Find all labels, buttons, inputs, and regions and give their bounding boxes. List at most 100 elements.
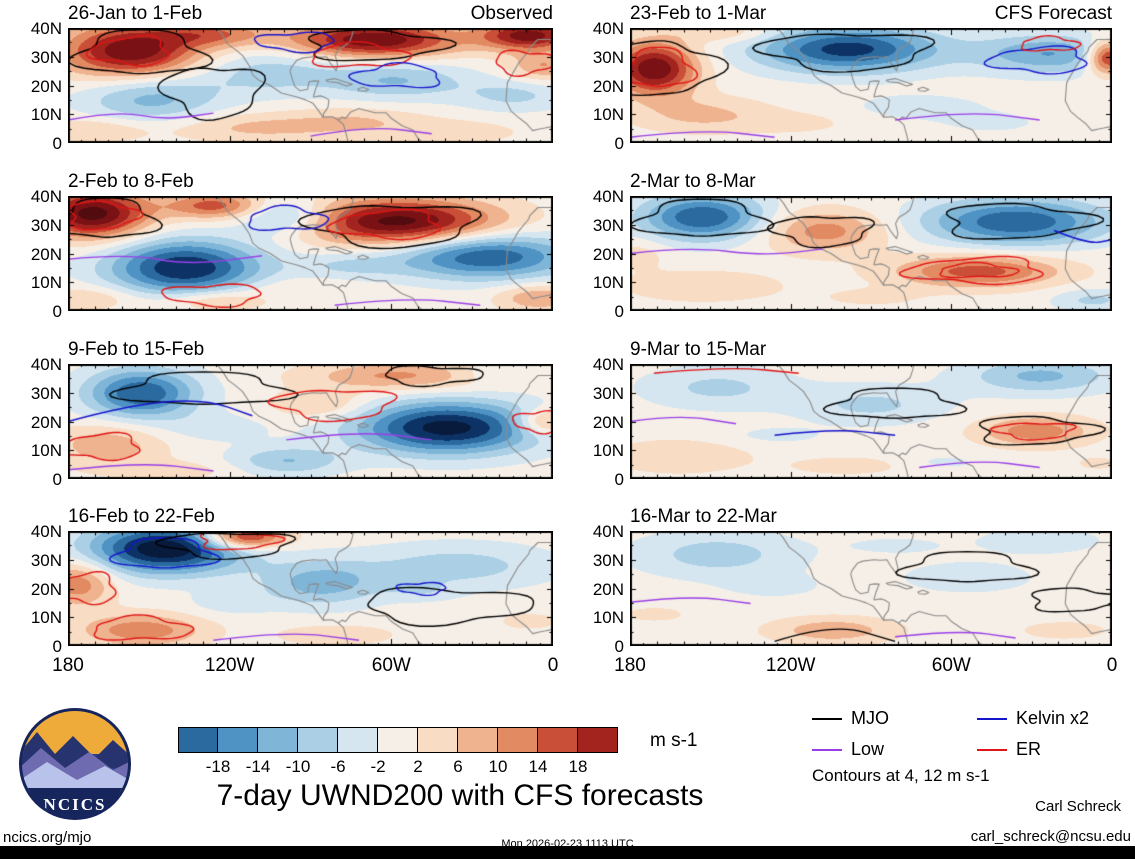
panel-title: 9-Mar to 15-Mar xyxy=(630,339,767,360)
logo-text: NCICS xyxy=(44,795,107,814)
panel-title: 26-Jan to 1-Feb xyxy=(68,3,203,24)
colorbar-tick-label: -2 xyxy=(370,757,386,776)
credit-email: carl_schreck@ncsu.edu xyxy=(970,828,1131,845)
y-tick-label: 0 xyxy=(52,302,62,321)
y-tick-label: 20N xyxy=(30,244,62,264)
y-tick-label: 30N xyxy=(592,550,624,570)
colorbar-segment xyxy=(258,727,298,753)
y-tick-label: 40N xyxy=(30,19,62,38)
colorbar-segment xyxy=(338,727,378,753)
y-tick-label: 30N xyxy=(592,47,624,67)
colorbar-tick-label: 14 xyxy=(528,757,548,776)
legend-item: Kelvin x2 xyxy=(977,708,1127,729)
y-tick-label: 40N xyxy=(592,19,624,38)
contour-note: Contours at 4, 12 m s-1 xyxy=(812,766,990,785)
y-tick-label: 40N xyxy=(30,187,62,206)
panel-canvas xyxy=(68,28,553,143)
legend-label: ER xyxy=(1016,739,1042,759)
panel-canvas xyxy=(68,531,553,646)
y-tick-label: 20N xyxy=(30,412,62,432)
colorbar-segment xyxy=(178,727,218,753)
panel-title: 16-Mar to 22-Mar xyxy=(630,506,777,527)
panel-tag: CFS Forecast xyxy=(994,3,1112,24)
y-tick-label: 20N xyxy=(592,76,624,96)
y-tick-label: 30N xyxy=(30,550,62,570)
y-tick-label: 10N xyxy=(30,273,62,293)
colorbar-tick-label: -18 xyxy=(205,757,231,776)
colorbar-segment xyxy=(538,727,578,753)
legend-label: MJO xyxy=(851,708,889,728)
panel-canvas xyxy=(630,28,1112,143)
y-tick-label: 10N xyxy=(592,105,624,125)
y-tick-label: 20N xyxy=(592,579,624,599)
legend-line xyxy=(977,748,1007,751)
y-tick-label: 30N xyxy=(30,47,62,67)
y-tick-label: 10N xyxy=(30,441,62,461)
x-tick-label: 180 xyxy=(52,655,84,676)
y-tick-label: 0 xyxy=(614,637,624,656)
y-tick-label: 40N xyxy=(30,355,62,374)
y-tick-label: 40N xyxy=(592,522,624,541)
colorbar-segment xyxy=(498,727,538,753)
y-tick-label: 20N xyxy=(592,412,624,432)
panel-canvas xyxy=(68,196,553,311)
x-tick-label: 60W xyxy=(371,655,411,676)
colorbar-tick-label: 10 xyxy=(488,757,508,776)
panel-title: 2-Feb to 8-Feb xyxy=(68,171,194,192)
y-tick-label: 0 xyxy=(52,470,62,489)
x-tick-label: 180 xyxy=(614,655,646,676)
footer-link: ncics.org/mjo xyxy=(3,829,92,846)
bottom-bar xyxy=(0,846,1135,859)
y-tick-label: 30N xyxy=(30,215,62,235)
colorbar-tick-label: -10 xyxy=(285,757,311,776)
y-tick-label: 20N xyxy=(30,76,62,96)
x-tick-label: 120W xyxy=(204,655,255,676)
legend-line xyxy=(812,717,842,720)
y-tick-label: 10N xyxy=(30,608,62,628)
legend-line xyxy=(812,748,842,751)
panel-canvas xyxy=(68,364,553,479)
x-tick-label: 120W xyxy=(765,655,816,676)
y-tick-label: 40N xyxy=(30,522,62,541)
contour-legend: MJO Kelvin x2 Low ER xyxy=(812,708,1127,760)
colorbar-tick-label: 18 xyxy=(568,757,588,776)
colorbar-tick-label: -6 xyxy=(330,757,346,776)
panel-canvas xyxy=(630,364,1112,479)
colorbar-segment xyxy=(378,727,418,753)
y-tick-label: 0 xyxy=(52,134,62,153)
y-tick-label: 0 xyxy=(614,302,624,321)
credit-name: Carl Schreck xyxy=(1035,798,1121,815)
panel-tag: Observed xyxy=(470,3,553,24)
y-tick-label: 0 xyxy=(614,470,624,489)
legend-item: ER xyxy=(977,739,1127,760)
y-tick-label: 10N xyxy=(592,273,624,293)
colorbar-tick-label: 6 xyxy=(453,757,463,776)
y-tick-label: 20N xyxy=(30,579,62,599)
panel-title: 16-Feb to 22-Feb xyxy=(68,506,215,527)
colorbar-units: m s-1 xyxy=(650,730,698,751)
panel-canvas xyxy=(630,531,1112,646)
colorbar-segment xyxy=(578,727,618,753)
main-title: 7-day UWND200 with CFS forecasts xyxy=(216,779,704,812)
panel-canvas xyxy=(630,196,1112,311)
legend-item: MJO xyxy=(812,708,977,729)
legend-label: Low xyxy=(851,739,885,759)
y-tick-label: 30N xyxy=(30,383,62,403)
y-tick-label: 30N xyxy=(592,215,624,235)
y-tick-label: 0 xyxy=(52,637,62,656)
colorbar-segment xyxy=(458,727,498,753)
y-tick-label: 0 xyxy=(614,134,624,153)
y-tick-label: 30N xyxy=(592,383,624,403)
colorbar-tick-label: 2 xyxy=(413,757,423,776)
panel-title: 9-Feb to 15-Feb xyxy=(68,339,205,360)
colorbar-tick-label: -14 xyxy=(245,757,271,776)
legend-line xyxy=(977,717,1007,720)
colorbar-segment xyxy=(418,727,458,753)
legend-label: Kelvin x2 xyxy=(1016,708,1090,728)
colorbar-segment xyxy=(218,727,258,753)
ncics-logo: NCICS xyxy=(19,708,131,820)
panel-title: 23-Feb to 1-Mar xyxy=(630,3,767,24)
x-tick-label: 0 xyxy=(1106,655,1118,676)
y-tick-label: 40N xyxy=(592,355,624,374)
